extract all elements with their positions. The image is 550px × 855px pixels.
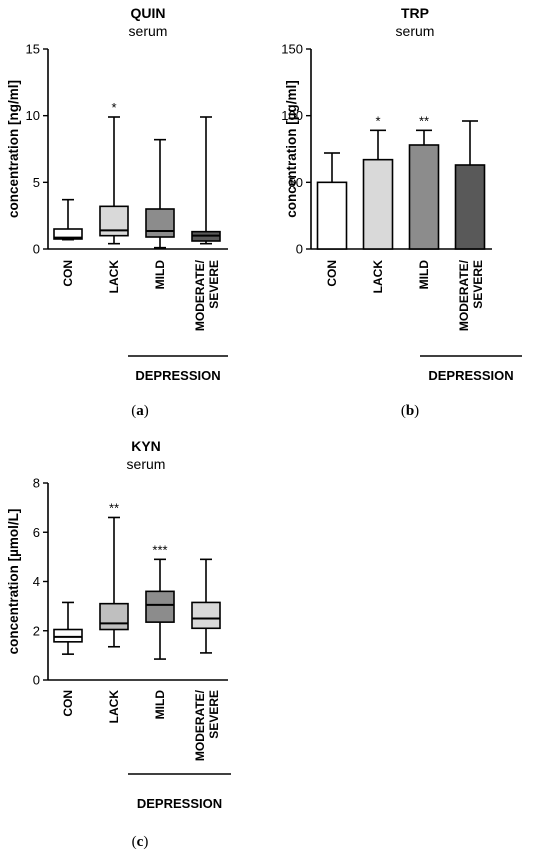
box [53, 228, 83, 240]
y-tick-label: 0 [33, 242, 40, 257]
category-label: MODERATE/SEVERE [457, 259, 485, 331]
category-label: LACK [107, 260, 121, 294]
panel-paren: ) [143, 834, 148, 850]
group-label: DEPRESSION [137, 796, 222, 811]
panel-letter: b [406, 403, 414, 419]
category-label: MODERATE/SEVERE [193, 259, 221, 331]
category-label: CON [61, 690, 75, 717]
y-tick-label: 50 [289, 175, 303, 190]
panel-caption: (c) [132, 834, 149, 850]
category-label-line: MODERATE/ [457, 259, 471, 331]
y-tick-label: 4 [33, 574, 40, 589]
bar [316, 181, 348, 250]
chart-title: QUIN [131, 5, 166, 21]
bar [408, 144, 440, 250]
y-tick-label: 150 [281, 42, 303, 57]
category-label: MODERATE/SEVERE [193, 689, 221, 761]
chart-title: TRP [401, 5, 429, 21]
category-label: LACK [107, 690, 121, 724]
significance-label: ** [419, 113, 429, 128]
significance-label: * [375, 113, 380, 128]
panel-letter: a [136, 403, 144, 419]
category-label: MILD [153, 690, 167, 720]
significance-label: *** [152, 542, 167, 557]
group-label: DEPRESSION [428, 368, 513, 383]
panel-paren: ( [131, 403, 136, 419]
y-tick-label: 0 [33, 673, 40, 688]
chart-subtitle: serum [396, 23, 435, 39]
box [145, 208, 175, 238]
chart-title: KYN [131, 438, 161, 454]
box [53, 628, 83, 643]
panel-letter: c [137, 834, 144, 850]
y-tick-label: 0 [296, 242, 303, 257]
y-tick-label: 2 [33, 623, 40, 638]
category-label-line: SEVERE [207, 690, 221, 739]
chart-subtitle: serum [127, 456, 166, 472]
box [99, 602, 129, 631]
category-label: LACK [371, 260, 385, 294]
panel-caption: (b) [401, 403, 419, 419]
y-tick-label: 8 [33, 476, 40, 491]
panel-caption: (a) [131, 403, 149, 419]
y-tick-label: 6 [33, 525, 40, 540]
category-label-line: SEVERE [471, 260, 485, 309]
category-label-line: MODERATE/ [193, 689, 207, 761]
category-label-line: MODERATE/ [193, 259, 207, 331]
group-label: DEPRESSION [135, 368, 220, 383]
panel-paren: ) [414, 403, 419, 419]
panel-paren: ( [401, 403, 406, 419]
bar [362, 158, 394, 250]
y-tick-label: 15 [26, 42, 40, 57]
box [145, 590, 175, 623]
y-tick-label: 5 [33, 175, 40, 190]
bar [454, 164, 486, 250]
category-label: MILD [153, 260, 167, 290]
category-label: CON [61, 260, 75, 287]
y-axis-label: concentration [µmol/L] [6, 509, 21, 655]
category-label: CON [325, 260, 339, 287]
significance-label: * [111, 100, 116, 115]
significance-label: ** [109, 500, 119, 515]
chart-subtitle: serum [129, 23, 168, 39]
category-label-line: SEVERE [207, 260, 221, 309]
y-axis-label: concentration [ng/ml] [6, 80, 21, 218]
panel-paren: ( [132, 834, 137, 850]
box [191, 601, 221, 630]
y-tick-label: 10 [26, 108, 40, 123]
y-tick-label: 100 [281, 108, 303, 123]
y-axis-label: concentration [µg/ml] [284, 80, 299, 218]
category-label: MILD [417, 260, 431, 290]
panel-paren: ) [144, 403, 149, 419]
